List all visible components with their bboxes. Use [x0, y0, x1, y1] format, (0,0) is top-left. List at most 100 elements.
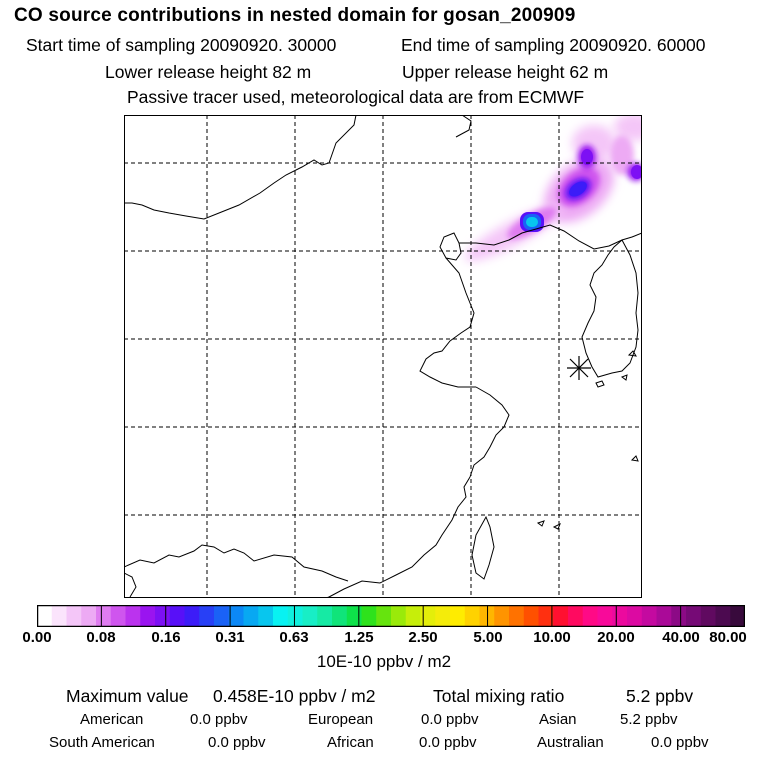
colorbar-swatch: [110, 605, 126, 627]
plot-title: CO source contributions in nested domain…: [14, 5, 576, 26]
lower-release-height-text: Lower release height 82 m: [105, 62, 312, 82]
colorbar-swatch: [686, 605, 702, 627]
colorbar-swatch: [81, 605, 97, 627]
border-north: [455, 115, 472, 138]
plume-core-inner: [569, 181, 587, 197]
asterisk-icon: [567, 356, 591, 380]
colorbar-swatch: [37, 605, 53, 627]
colorbar-swatch: [332, 605, 348, 627]
colorbar-swatch: [258, 605, 274, 627]
colorbar-tick-label: 0.63: [279, 629, 309, 646]
colorbar-swatch: [228, 605, 244, 627]
colorbar-swatch: [538, 605, 554, 627]
colorbar-swatch: [553, 605, 569, 627]
colorbar-swatch: [125, 605, 141, 627]
region-value-asian: 5.2 ppbv: [620, 711, 678, 728]
colorbar-swatch: [66, 605, 82, 627]
east-china-coast: [379, 476, 471, 584]
plume-patch-right: [610, 135, 634, 175]
korean-peninsula: [581, 239, 639, 378]
colorbar-swatch: [435, 605, 451, 627]
colorbar-tick-label: 40.00: [662, 629, 700, 646]
graticule: [124, 115, 642, 598]
concentration-plume: [465, 115, 642, 261]
colorbar-swatch: [715, 605, 731, 627]
colorbar-swatch: [376, 605, 392, 627]
colorbar-swatch: [671, 605, 687, 627]
colorbar: [37, 605, 745, 627]
hotspot-core: [526, 217, 538, 227]
colorbar-swatch: [317, 605, 333, 627]
region-value-south-american: 0.0 ppbv: [208, 734, 266, 751]
colorbar-swatch: [494, 605, 510, 627]
region-label-american: American: [80, 711, 144, 728]
colorbar-tick-label: 10.00: [533, 629, 571, 646]
colorbar-swatch: [361, 605, 377, 627]
colorbar-swatch: [96, 605, 112, 627]
colorbar-swatch: [140, 605, 156, 627]
colorbar-swatch: [509, 605, 525, 627]
colorbar-swatch: [391, 605, 407, 627]
jeju-island: [595, 380, 605, 388]
colorbar-swatch: [700, 605, 716, 627]
colorbar-swatch: [612, 605, 628, 627]
border-southwest: [124, 572, 137, 598]
islet-3: [630, 455, 639, 462]
colorbar-swatch: [214, 605, 230, 627]
region-value-european: 0.0 ppbv: [421, 711, 479, 728]
colorbar-tick-label: 0.08: [86, 629, 116, 646]
start-time-text: Start time of sampling 20090920. 30000: [26, 35, 337, 55]
colorbar-swatch: [199, 605, 215, 627]
yalu-border: [459, 224, 642, 250]
colorbar-swatch: [184, 605, 200, 627]
colorbar-swatch: [273, 605, 289, 627]
colorbar-tick-label: 0.31: [215, 629, 245, 646]
plume-patch-ne: [614, 115, 642, 141]
islet-4: [536, 520, 545, 527]
plume-core-north-inner: [581, 149, 593, 165]
islet-1: [627, 350, 637, 357]
colorbar-swatch: [582, 605, 598, 627]
max-value-label: Maximum value: [66, 686, 189, 706]
colorbar-tick-label: 5.00: [473, 629, 503, 646]
colorbar-tick-label: 0.16: [151, 629, 181, 646]
colorbar-swatch: [346, 605, 362, 627]
colorbar-units: 10E-10 ppbv / m2: [316, 652, 452, 671]
colorbar-swatch: [656, 605, 672, 627]
region-label-australian: Australian: [537, 734, 604, 751]
region-value-american: 0.0 ppbv: [190, 711, 248, 728]
colorbar-swatch: [302, 605, 318, 627]
colorbar-tick-label: 20.00: [597, 629, 635, 646]
end-time-text: End time of sampling 20090920. 60000: [401, 35, 706, 55]
colorbar-swatch: [450, 605, 466, 627]
region-label-european: European: [308, 711, 374, 728]
colorbar-swatch: [627, 605, 643, 627]
source-contribution-map: [124, 115, 642, 598]
tracer-note-text: Passive tracer used, meteorological data…: [127, 87, 585, 107]
islet-5: [552, 522, 561, 530]
region-label-african: African: [327, 734, 374, 751]
region-label-south-american: South American: [49, 734, 155, 751]
colorbar-swatch: [405, 605, 421, 627]
inland-border-south: [124, 544, 349, 582]
max-value: 0.458E-10 ppbv / m2: [213, 686, 376, 706]
colorbar-swatch: [155, 605, 171, 627]
south-china-coast: [324, 580, 381, 598]
colorbar-frame: [37, 605, 745, 627]
region-label-asian: Asian: [539, 711, 577, 728]
taiwan-island: [471, 515, 495, 580]
colorbar-swatch: [464, 605, 480, 627]
colorbar-tick-label: 1.25: [344, 629, 374, 646]
colorbar-swatch: [420, 605, 436, 627]
liaodong-coast: [439, 232, 462, 261]
total-mixing-label: Total mixing ratio: [433, 686, 565, 706]
colorbar-tick-label: 80.00: [709, 629, 747, 646]
colorbar-tick-label: 2.50: [408, 629, 438, 646]
region-value-australian: 0.0 ppbv: [651, 734, 709, 751]
colorbar-swatch: [287, 605, 303, 627]
map-frame: [124, 115, 642, 598]
colorbar-swatch: [597, 605, 613, 627]
shandong-coast: [469, 386, 510, 478]
plume-east-spot-inner: [631, 165, 642, 179]
region-value-african: 0.0 ppbv: [419, 734, 477, 751]
